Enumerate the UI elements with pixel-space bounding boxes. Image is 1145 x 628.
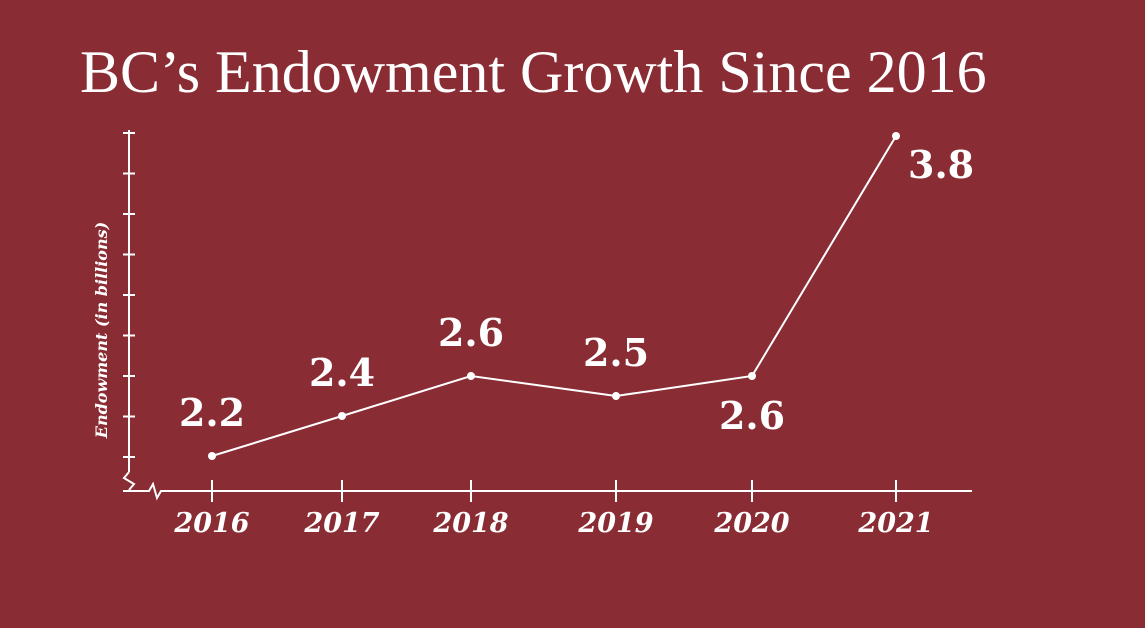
data-label: 2.5 xyxy=(583,330,649,375)
data-label: 2.6 xyxy=(719,393,785,438)
series-line xyxy=(211,135,897,457)
data-point xyxy=(208,452,216,460)
data-point xyxy=(612,392,620,400)
data-point xyxy=(338,412,346,420)
data-label: 3.8 xyxy=(908,142,974,187)
data-label: 2.6 xyxy=(438,310,504,355)
x-tick-label: 2016 xyxy=(173,508,249,539)
data-label: 2.4 xyxy=(309,350,375,395)
axes: 2016 2017 2018 2019 2020 2021 xyxy=(122,130,972,539)
y-axis-break xyxy=(122,471,136,491)
data-point xyxy=(892,132,900,140)
series-endowment xyxy=(208,132,900,460)
x-tick-label: 2019 xyxy=(577,508,653,539)
data-label: 2.2 xyxy=(179,390,245,435)
chart-title: BC’s Endowment Growth Since 2016 xyxy=(80,39,987,105)
x-tick-label: 2021 xyxy=(857,508,933,539)
data-point xyxy=(748,372,756,380)
data-labels: 2.2 2.4 2.6 2.5 2.6 3.8 xyxy=(179,142,974,438)
data-point xyxy=(467,372,475,380)
x-tick-label: 2017 xyxy=(303,508,379,539)
x-axis-line xyxy=(123,481,972,501)
x-tick-label: 2020 xyxy=(713,508,789,539)
x-tick-label: 2018 xyxy=(432,508,508,539)
y-axis-label: Endowment (in billions) xyxy=(92,222,111,439)
